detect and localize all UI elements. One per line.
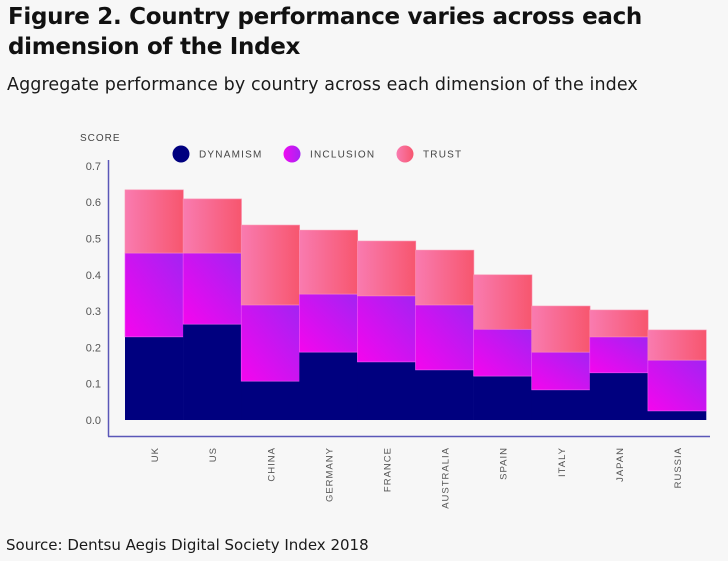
bar-inclusion-italy: [531, 351, 591, 391]
y-tick-label: 0.5: [86, 234, 101, 246]
chart-title: Figure 2. Country performance varies acr…: [8, 4, 643, 60]
bar-group-uk: [124, 189, 184, 420]
bar-trust-china: [240, 224, 300, 306]
bar-trust-france: [357, 240, 417, 297]
bar-group-italy: [531, 305, 591, 420]
x-tick-label: UK: [150, 447, 161, 462]
bar-group-us: [182, 198, 242, 420]
chart-subtitle: Aggregate performance by country across …: [7, 75, 638, 95]
bar-dynamism-uk: [125, 336, 184, 420]
y-tick-label: 0.1: [86, 379, 101, 391]
bar-inclusion-russia: [647, 359, 707, 412]
bar-inclusion-uk: [124, 252, 184, 338]
legend-item-dynamism: DYNAMISM: [172, 145, 263, 163]
legend: DYNAMISM INCLUSION TRUST: [172, 145, 462, 163]
y-axis-title: SCORE: [80, 133, 121, 144]
bar-group-spain: [473, 274, 533, 420]
bar-trust-us: [182, 198, 242, 254]
bar-group-australia: [415, 249, 475, 420]
legend-label: DYNAMISM: [199, 150, 263, 161]
x-tick-label: SPAIN: [499, 447, 510, 480]
bar-inclusion-china: [240, 304, 300, 382]
source-note: Source: Dentsu Aegis Digital Society Ind…: [6, 536, 369, 554]
bar-trust-germany: [298, 229, 358, 295]
bar-inclusion-australia: [415, 304, 475, 371]
bar-dynamism-china: [241, 381, 300, 420]
bar-inclusion-spain: [473, 328, 533, 377]
bar-group-china: [240, 224, 300, 420]
x-tick-label: GERMANY: [324, 447, 335, 502]
bars: [124, 189, 707, 420]
y-tick-label: 0.0: [86, 415, 101, 427]
bar-dynamism-italy: [531, 389, 591, 420]
legend-item-trust: TRUST: [396, 145, 462, 163]
x-tick-label: RUSSIA: [673, 447, 684, 488]
bar-group-japan: [589, 309, 649, 420]
legend-swatch: [283, 145, 301, 163]
bar-trust-italy: [531, 305, 591, 353]
legend-label: INCLUSION: [310, 150, 375, 161]
y-tick-label: 0.3: [86, 306, 101, 318]
bar-trust-australia: [415, 249, 475, 306]
bar-inclusion-france: [357, 295, 417, 363]
bar-trust-russia: [647, 329, 707, 361]
bar-dynamism-spain: [473, 376, 532, 420]
bar-dynamism-australia: [415, 369, 474, 420]
bar-inclusion-us: [182, 252, 242, 325]
legend-swatch: [172, 145, 190, 163]
bar-dynamism-germany: [299, 352, 358, 420]
x-tick-label: CHINA: [266, 447, 277, 482]
x-tick-label: AUSTRALIA: [441, 447, 452, 509]
bar-dynamism-japan: [589, 372, 649, 420]
bar-trust-spain: [473, 274, 533, 330]
bar-group-france: [357, 240, 417, 420]
x-tick-label: FRANCE: [382, 447, 393, 492]
y-axis-ticks: 0.0 0.1 0.2 0.3 0.4 0.5 0.6 0.7: [86, 161, 101, 427]
bar-trust-japan: [589, 309, 649, 338]
bar-dynamism-france: [357, 361, 416, 420]
bar-inclusion-japan: [589, 336, 649, 374]
legend-swatch: [396, 145, 414, 163]
x-tick-label: JAPAN: [615, 447, 626, 482]
bar-group-russia: [647, 329, 707, 420]
y-tick-label: 0.6: [86, 197, 101, 209]
bar-inclusion-germany: [298, 293, 358, 353]
bar-dynamism-russia: [647, 410, 707, 420]
x-tick-label: ITALY: [557, 447, 568, 477]
y-tick-label: 0.4: [86, 270, 101, 282]
y-tick-label: 0.2: [86, 342, 101, 354]
x-axis-labels: UK US CHINA GERMANY FRANCE AUSTRALIA SPAIN ITAL…: [150, 447, 684, 509]
bar-dynamism-us: [183, 324, 242, 420]
legend-label: TRUST: [423, 150, 462, 161]
x-tick-label: US: [208, 447, 219, 462]
y-tick-label: 0.7: [86, 161, 101, 173]
legend-item-inclusion: INCLUSION: [283, 145, 375, 163]
bar-group-germany: [298, 229, 358, 420]
bar-trust-uk: [124, 189, 184, 254]
